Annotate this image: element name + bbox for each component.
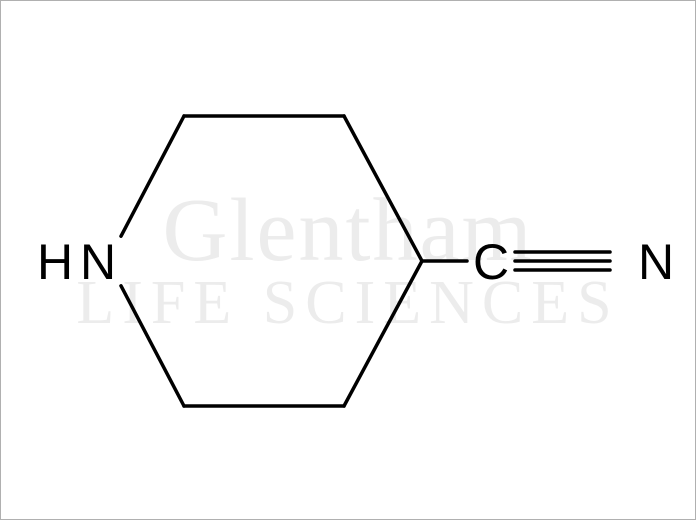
atom-label-hn_label_N: N bbox=[80, 234, 116, 290]
structure-canvas: Glentham LIFE SCIENCES HNCN bbox=[0, 0, 696, 520]
atom-label-hn_label_H: H bbox=[37, 234, 73, 290]
bond-group bbox=[121, 116, 610, 406]
bond-line bbox=[121, 286, 184, 406]
molecule-svg: HNCN bbox=[1, 1, 696, 520]
bond-line bbox=[121, 116, 184, 236]
bond-line bbox=[344, 261, 422, 406]
atom-label-c_label: C bbox=[473, 234, 509, 290]
bond-line bbox=[344, 116, 422, 261]
atom-label-n_label: N bbox=[638, 234, 674, 290]
